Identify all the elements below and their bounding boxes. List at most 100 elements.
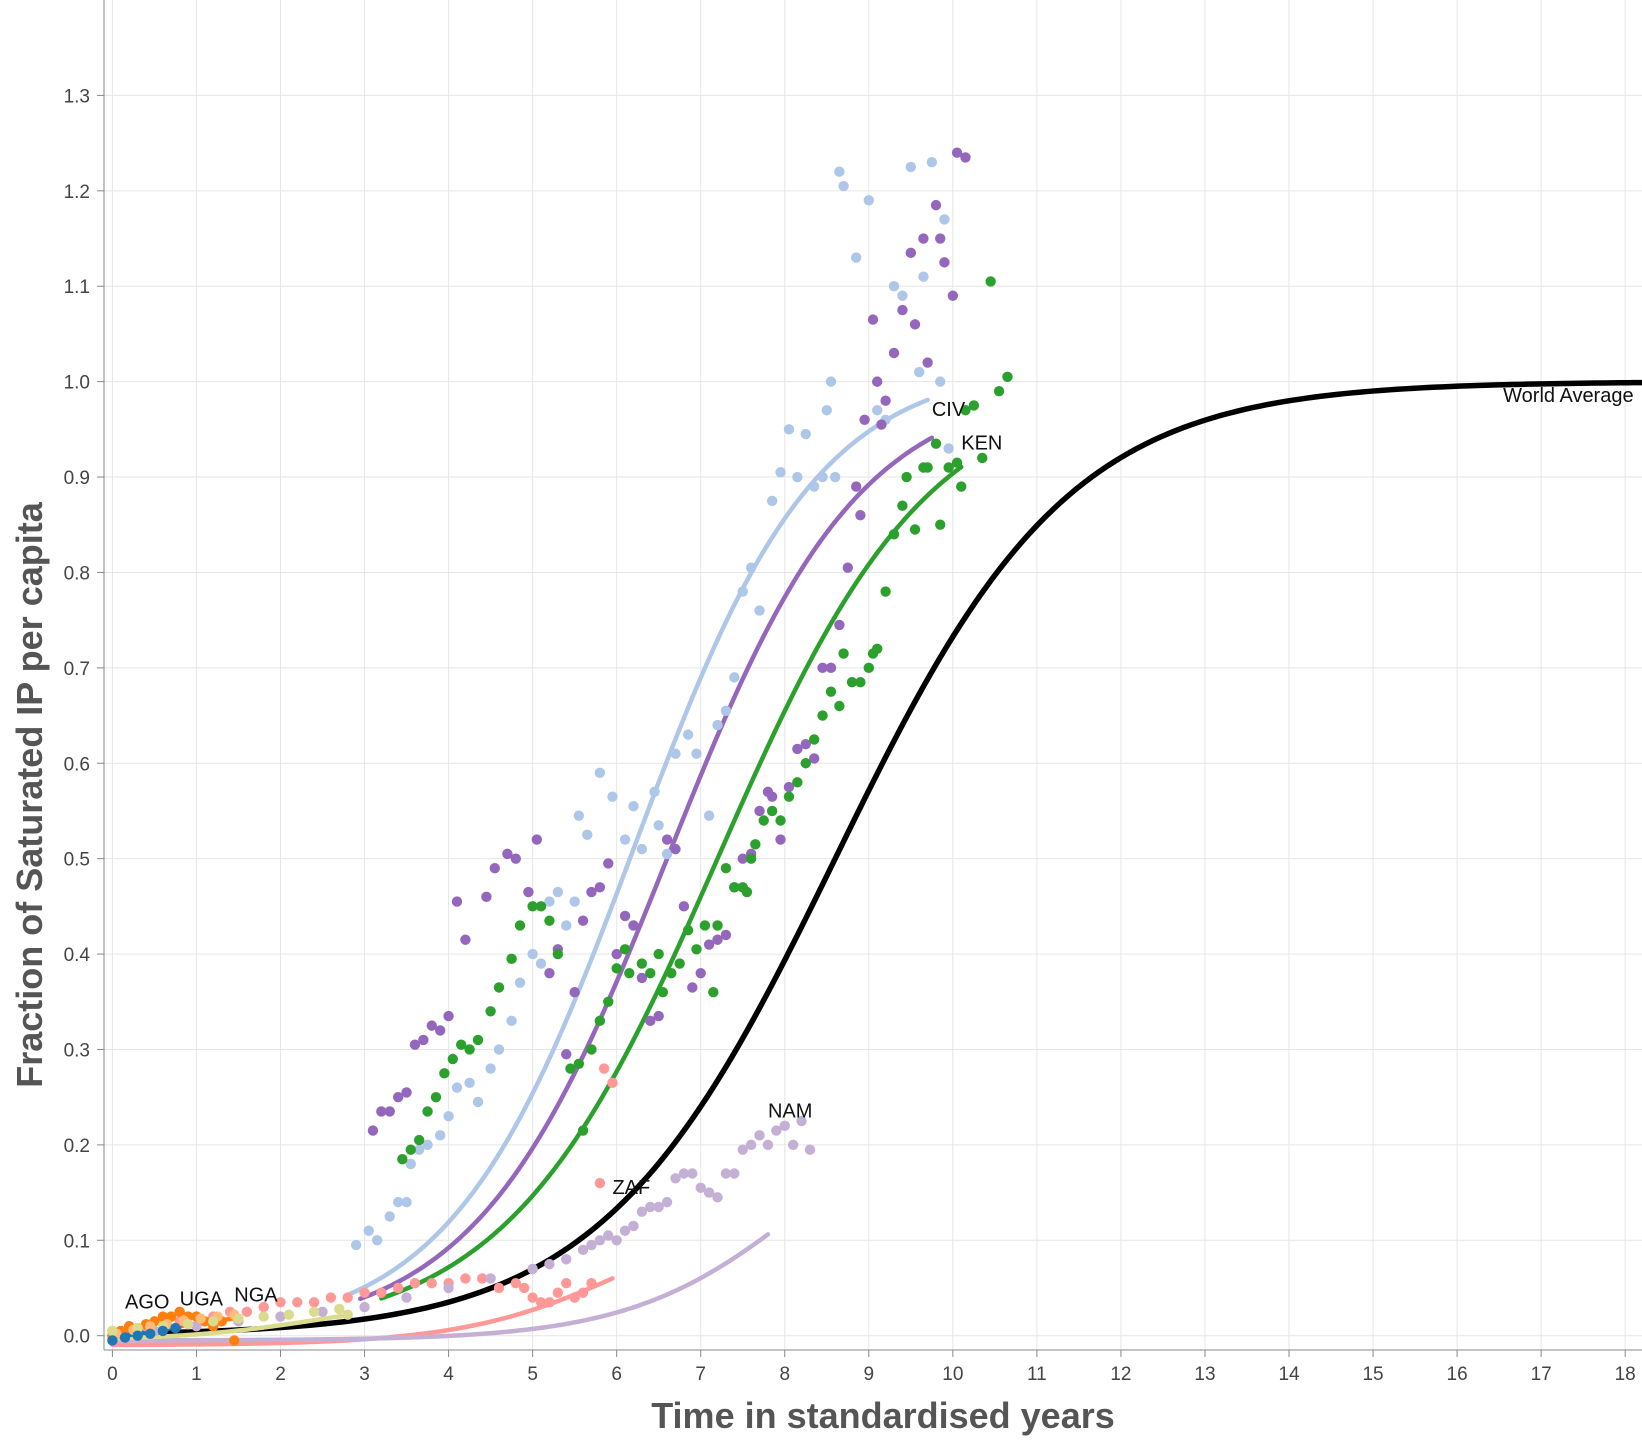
x-tick-label: 7 [695,1364,706,1385]
data-point [485,1063,496,1074]
data-point [968,400,980,411]
data-point [636,972,648,984]
data-point [808,753,820,764]
data-point [674,958,685,969]
data-point [712,1192,723,1203]
data-point [447,1053,458,1065]
data-point [792,743,803,755]
data-point [737,1144,748,1155]
data-point [586,1044,597,1055]
data-point [922,357,933,368]
data-point [653,1201,664,1213]
data-point [939,257,950,268]
data-point [439,1068,450,1079]
data-point [107,1335,118,1346]
x-tick-label: 1 [191,1364,202,1385]
data-point [342,1309,353,1320]
series-label: NAM [768,1100,812,1122]
data-point [569,1292,580,1303]
data-point [586,1278,597,1289]
data-point [901,471,912,483]
data-point [935,376,946,387]
data-point [800,428,811,440]
data-point [699,920,711,931]
data-point [544,967,555,979]
data-point [443,1282,454,1294]
data-point [577,915,589,926]
data-point [729,1168,740,1179]
data-point [729,882,740,893]
data-point [758,815,769,826]
series-fit-line [109,379,1642,1337]
data-point [636,1206,648,1217]
series-fit-line [358,435,935,1301]
data-point [628,800,639,812]
data-point [909,319,921,330]
y-tick-label: 0.3 [64,1040,90,1061]
data-point [544,915,555,926]
data-point [342,1292,353,1303]
data-point [561,1049,572,1060]
data-point [145,1328,156,1339]
data-point [561,1254,572,1265]
data-point [510,853,522,864]
data-point [472,1096,484,1108]
data-point [783,424,795,435]
series-label: KEN [961,433,1002,455]
data-point [825,686,837,697]
data-point [607,1077,618,1089]
data-point [838,648,849,659]
data-point [636,843,648,855]
x-tick-label: 3 [359,1364,370,1385]
data-point [308,1306,320,1318]
data-point [565,1063,576,1074]
data-point [834,166,845,177]
data-point [619,944,631,955]
data-point [775,834,786,845]
data-point [888,347,900,359]
data-point [863,195,874,206]
data-point [191,1320,202,1332]
data-point [842,562,853,573]
data-point [817,710,828,721]
data-point [905,161,917,173]
data-point [376,1106,387,1117]
data-point [371,1235,383,1246]
x-tick-label: 9 [864,1364,875,1385]
x-tick-label: 10 [942,1364,963,1385]
data-point [909,524,921,535]
data-point [720,929,732,941]
data-point [208,1316,219,1327]
data-point [422,1139,433,1151]
data-point [682,925,694,936]
data-point [594,882,606,893]
data-point [577,1287,589,1298]
data-point [586,886,597,898]
data-point [855,509,866,521]
data-point [308,1297,320,1308]
y-tick-label: 1.3 [64,86,90,107]
data-point [510,1278,522,1289]
data-point [926,156,938,168]
data-point [670,748,681,759]
data-point [876,419,887,430]
data-point [977,452,988,464]
data-point [594,1177,606,1189]
data-point [401,1292,412,1303]
series-label: World Average [1503,385,1633,407]
data-point [132,1330,143,1341]
y-tick-label: 0.9 [64,468,90,489]
data-point [544,896,555,907]
data-point [766,791,778,802]
data-point [897,304,908,316]
data-point [413,1144,425,1155]
data-point [792,777,803,788]
axes: 0 1 2 3 4 5 6 7 8 9 10 11 12 13 14 15 16 17 180.00.10.20.3… [64,0,1642,1385]
series-fit-line [379,464,964,1301]
data-point [708,987,719,998]
data-point [493,1044,505,1055]
data-point [771,1125,782,1136]
data-point [636,958,648,969]
data-point [703,1187,715,1198]
